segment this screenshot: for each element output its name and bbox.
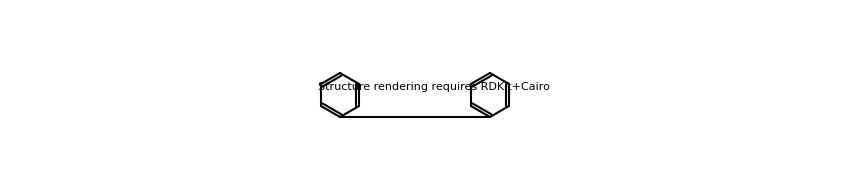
Text: Structure rendering requires RDKit+Cairo: Structure rendering requires RDKit+Cairo — [317, 82, 550, 93]
